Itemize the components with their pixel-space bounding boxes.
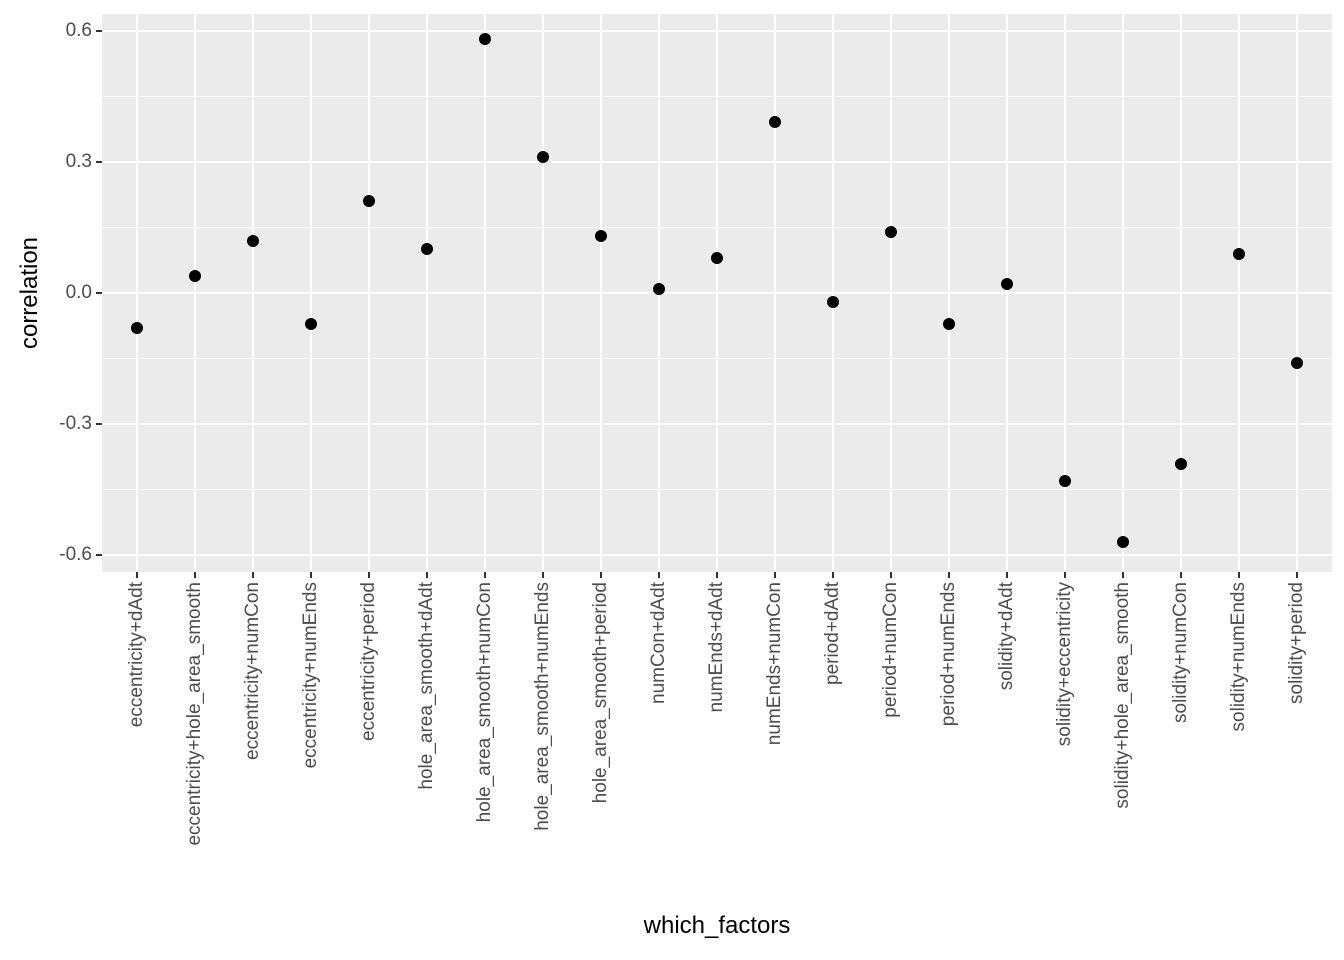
x-tick-label: solidity+numCon <box>1170 582 1192 723</box>
x-major-gridline <box>1064 14 1067 572</box>
x-tick-label: numEnds+numCon <box>764 582 786 746</box>
x-tick-mark <box>541 572 544 578</box>
x-tick-label: solidity+eccentricity <box>1054 582 1076 747</box>
x-tick-mark <box>774 572 777 578</box>
x-major-gridline <box>541 14 544 572</box>
x-tick-label: solidity+dAdt <box>996 582 1018 691</box>
x-tick-mark <box>657 572 660 578</box>
x-tick-label: period+dAdt <box>822 582 844 685</box>
x-major-gridline <box>1180 14 1183 572</box>
x-tick-label: hole_area_smooth+numCon <box>473 582 495 823</box>
x-tick-label: eccentricity+hole_area_smooth <box>183 582 205 846</box>
data-point <box>885 225 898 238</box>
y-tick-label: 0.0 <box>65 282 92 303</box>
x-tick-label: eccentricity+numCon <box>241 582 263 760</box>
x-tick-label: numCon+dAdt <box>647 582 669 704</box>
data-point <box>943 317 956 330</box>
x-tick-label: eccentricity+period <box>357 582 379 741</box>
x-major-gridline <box>367 14 370 572</box>
data-point <box>711 252 723 265</box>
y-tick-label: 0.6 <box>65 19 92 41</box>
data-point <box>594 230 607 243</box>
x-tick-label: hole_area_smooth+numEnds <box>531 582 553 831</box>
x-tick-label: solidity+numEnds <box>1228 582 1250 732</box>
x-major-gridline <box>251 14 254 572</box>
x-tick-mark <box>135 572 138 578</box>
y-tick-mark <box>96 292 102 294</box>
data-point <box>478 33 491 46</box>
plot-panel <box>102 14 1332 572</box>
data-point <box>188 269 201 282</box>
x-tick-label: hole_area_smooth+period <box>589 582 611 804</box>
y-tick-mark <box>96 554 102 557</box>
x-axis-title: which_factors <box>643 912 791 939</box>
x-tick-mark <box>716 572 718 578</box>
x-tick-label: eccentricity+numEnds <box>299 582 321 769</box>
x-tick-mark <box>599 572 602 578</box>
data-point <box>130 321 143 334</box>
x-tick-label: solidity+period <box>1286 582 1308 704</box>
x-tick-mark <box>890 572 893 578</box>
data-point <box>1001 278 1014 291</box>
x-tick-mark <box>1296 572 1299 578</box>
y-axis-title: correlation <box>16 236 43 350</box>
y-tick-label: -0.6 <box>59 544 92 566</box>
data-point <box>304 317 317 330</box>
x-major-gridline <box>135 14 138 572</box>
y-tick-mark <box>96 423 102 426</box>
y-tick-label: -0.3 <box>59 413 92 435</box>
x-tick-mark <box>193 572 196 578</box>
x-major-gridline <box>483 14 486 572</box>
y-tick-mark <box>96 160 102 163</box>
x-major-gridline <box>948 14 951 572</box>
x-major-gridline <box>425 14 428 572</box>
x-major-gridline <box>716 14 718 572</box>
x-major-gridline <box>1238 14 1241 572</box>
x-tick-label: solidity+hole_area_smooth <box>1112 582 1134 809</box>
x-major-gridline <box>1122 14 1125 572</box>
data-point <box>420 243 433 256</box>
data-point <box>536 151 549 164</box>
data-point <box>362 195 375 208</box>
x-major-gridline <box>890 14 893 572</box>
data-point <box>246 234 259 247</box>
x-major-gridline <box>774 14 777 572</box>
x-tick-mark <box>483 572 486 578</box>
data-point <box>1291 356 1304 369</box>
x-tick-label: period+numEnds <box>938 582 960 727</box>
x-tick-mark <box>1006 572 1009 578</box>
x-tick-label: hole_area_smooth+dAdt <box>415 582 437 790</box>
x-major-gridline <box>309 14 312 572</box>
data-point <box>769 116 782 129</box>
x-major-gridline <box>599 14 602 572</box>
x-major-gridline <box>193 14 196 572</box>
x-tick-label: numEnds+dAdt <box>706 582 727 713</box>
x-tick-mark <box>1122 572 1125 578</box>
x-tick-mark <box>367 572 370 578</box>
data-point <box>827 295 840 308</box>
x-tick-mark <box>1238 572 1241 578</box>
x-major-gridline <box>1006 14 1009 572</box>
x-tick-mark <box>832 572 835 578</box>
x-tick-label: eccentricity+dAdt <box>125 582 147 728</box>
y-tick-mark <box>96 29 102 32</box>
x-tick-mark <box>948 572 951 578</box>
data-point <box>1117 536 1130 549</box>
x-tick-label: period+numCon <box>880 582 902 718</box>
x-tick-mark <box>1064 572 1067 578</box>
x-tick-mark <box>251 572 254 578</box>
y-tick-label: 0.3 <box>65 150 92 172</box>
data-point <box>1233 247 1246 260</box>
x-major-gridline <box>1296 14 1299 572</box>
x-major-gridline <box>832 14 835 572</box>
data-point <box>652 282 665 295</box>
data-point <box>1059 475 1072 488</box>
data-point <box>1175 457 1188 470</box>
x-tick-mark <box>309 572 312 578</box>
x-tick-mark <box>1180 572 1183 578</box>
x-tick-mark <box>425 572 428 578</box>
